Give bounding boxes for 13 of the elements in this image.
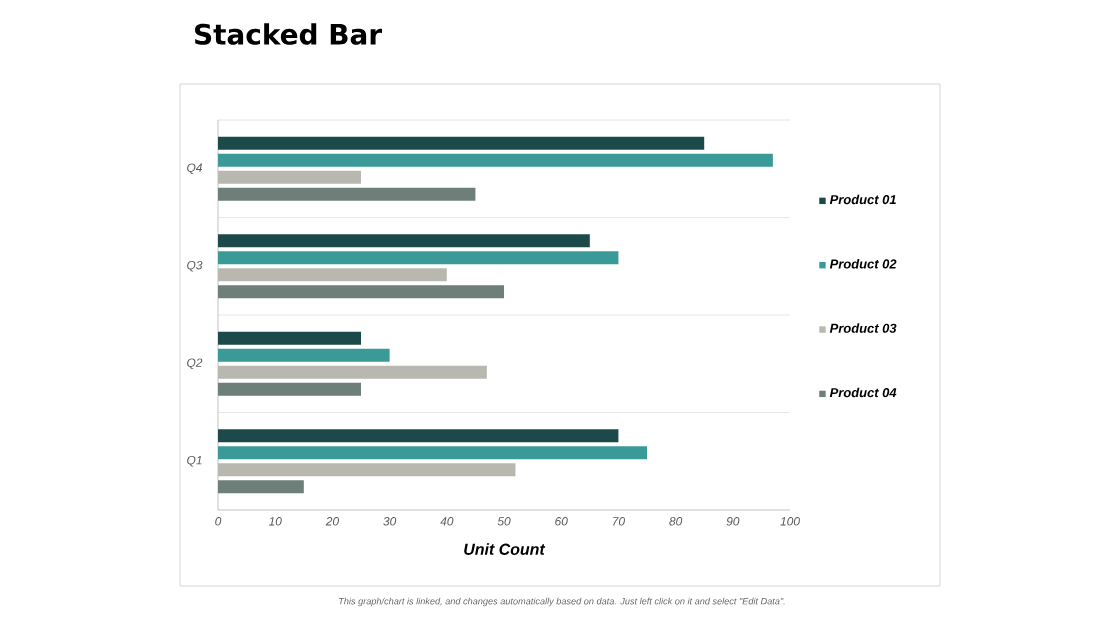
bar (218, 136, 705, 150)
bar (218, 446, 648, 460)
bar (218, 348, 390, 362)
bar (218, 480, 304, 494)
bar (218, 331, 362, 345)
bar (218, 285, 505, 299)
bar (218, 429, 619, 443)
bar (218, 251, 619, 265)
bar (218, 187, 476, 201)
bar (218, 382, 362, 396)
bar (218, 234, 590, 248)
chart-title: Stacked Bar (195, 23, 382, 45)
bar (218, 153, 773, 167)
